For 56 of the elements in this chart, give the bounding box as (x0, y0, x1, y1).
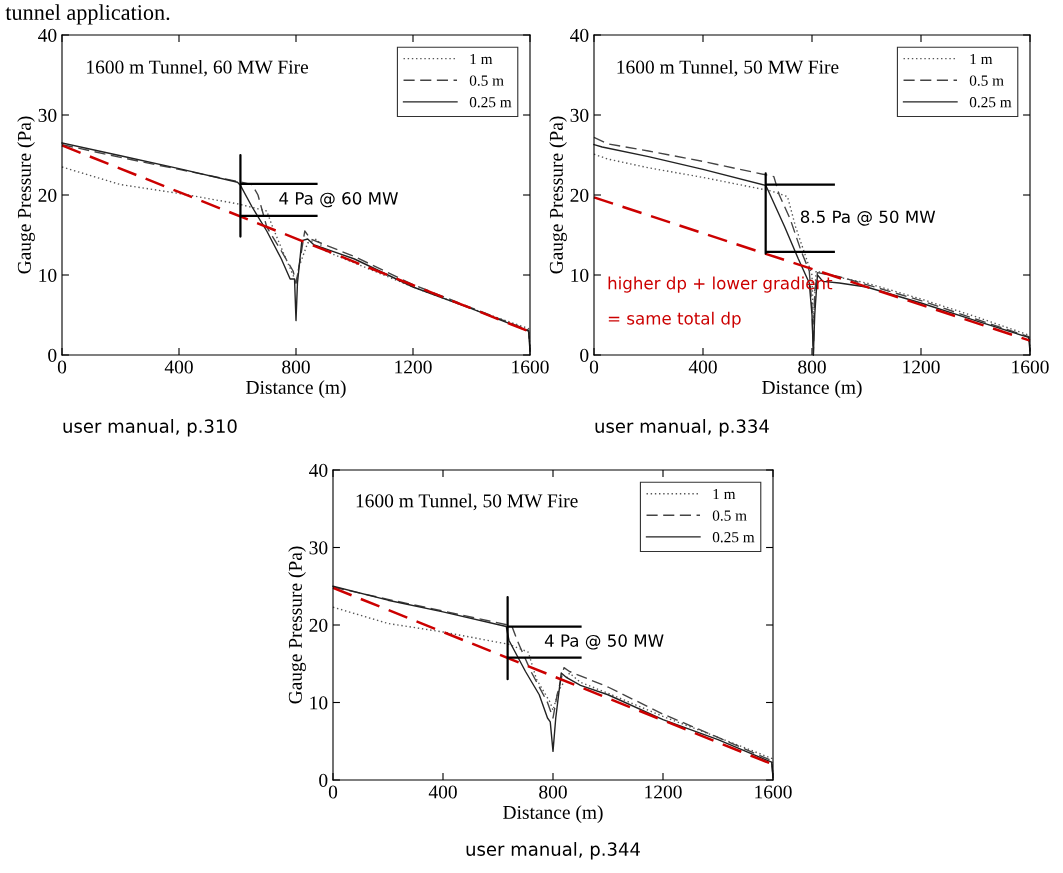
x-tick-label: 800 (798, 360, 826, 374)
x-tick-label: 400 (688, 360, 717, 374)
x-axis-title: Distance (m) (762, 380, 862, 398)
y-tick-label: 0 (319, 773, 328, 787)
text: user manual, p.310 (63, 419, 237, 437)
legend-label: 0.25 m (712, 532, 755, 543)
annotation: = same total dp (608, 311, 741, 328)
x-tick-label: 800 (282, 360, 310, 374)
x-tick-label: 1600 (1012, 360, 1049, 374)
y-tick-label: 30 (38, 108, 57, 122)
legend-label: 0.25 m (469, 97, 512, 108)
x-tick-label: 1600 (755, 785, 792, 799)
x-axis-title: Distance (m) (503, 805, 603, 823)
legend-label: 1 m (470, 53, 493, 65)
legend-label: 0.5 m (969, 75, 1004, 86)
y-tick-label: 20 (309, 618, 328, 632)
y-tick-label: 10 (310, 696, 328, 710)
text: user manual, p.334 (595, 419, 769, 437)
y-tick-label: 0 (48, 348, 57, 362)
text: 1600 m Tunnel, 50 MW Fire (617, 59, 839, 77)
x-tick-label: 1200 (903, 360, 940, 374)
y-tick-label: 40 (570, 28, 589, 42)
x-tick-label: 0 (328, 785, 338, 799)
y-tick-label: 20 (38, 188, 57, 202)
y-tick-label: 20 (570, 188, 589, 202)
x-tick-label: 0 (589, 360, 599, 374)
text: 1600 m Tunnel, 50 MW Fire (356, 493, 578, 511)
annotation: 8.5 Pa @ 50 MW (800, 210, 936, 226)
y-axis-title: Gauge Pressure (Pa) (549, 116, 567, 274)
y-tick-label: 40 (38, 28, 57, 42)
legend-label: 0.5 m (469, 75, 504, 86)
x-tick-label: 0 (57, 360, 67, 374)
y-tick-label: 0 (580, 348, 589, 362)
y-tick-label: 40 (309, 463, 328, 477)
x-tick-label: 1600 (512, 360, 549, 374)
text: 1600 m Tunnel, 60 MW Fire (87, 59, 309, 77)
x-tick-label: 1200 (395, 360, 432, 374)
y-axis-title: Gauge Pressure (Pa) (288, 546, 306, 704)
text: user manual, p.344 (466, 842, 640, 860)
y-tick-label: 30 (309, 541, 328, 555)
x-tick-label: 400 (164, 360, 193, 374)
x-tick-label: 800 (539, 785, 567, 799)
y-axis-title: Gauge Pressure (Pa) (17, 116, 35, 274)
text: tunnel application. (5, 4, 170, 25)
x-tick-label: 400 (428, 785, 457, 799)
y-tick-label: 10 (571, 268, 589, 282)
legend-label: 0.25 m (969, 97, 1012, 108)
annotation: 4 Pa @ 60 MW (279, 192, 398, 208)
legend-label: 0.5 m (712, 510, 747, 521)
legend-label: 1 m (713, 488, 736, 500)
legend-label: 1 m (970, 53, 993, 65)
x-axis-title: Distance (m) (246, 380, 346, 398)
annotation: 4 Pa @ 50 MW (544, 634, 664, 650)
x-tick-label: 1200 (645, 785, 682, 799)
y-tick-label: 30 (570, 108, 589, 122)
y-tick-label: 10 (39, 268, 57, 282)
